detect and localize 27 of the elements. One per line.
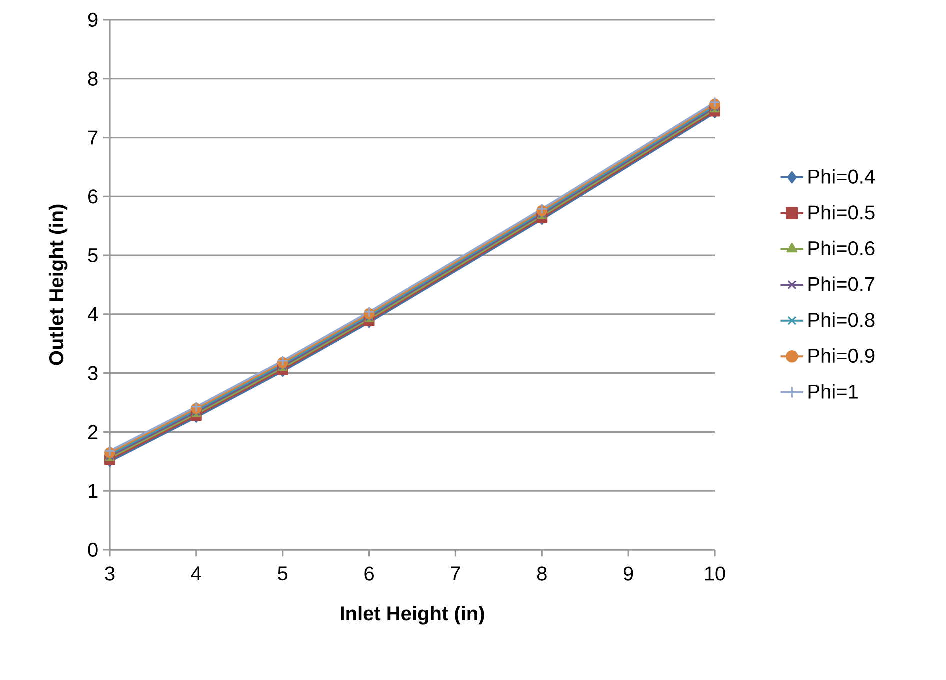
legend-label: Phi=0.5	[808, 205, 875, 220]
y-tick-label: 8	[88, 72, 98, 86]
legend-label: Phi=0.9	[808, 348, 875, 364]
x-tick-label: 9	[624, 566, 634, 581]
x-tick-label: 6	[364, 566, 374, 581]
x-tick-label: 4	[191, 566, 202, 580]
y-tick-label: 0	[88, 542, 98, 558]
x-tick-label: 10	[705, 566, 726, 581]
y-tick-label: 2	[88, 425, 98, 440]
x-tick-label: 3	[105, 566, 115, 581]
x-tick-label: 5	[278, 566, 288, 581]
y-axis-title: Outlet Height (in)	[48, 204, 68, 366]
y-tick-label: 7	[88, 130, 98, 145]
y-tick-label: 9	[88, 12, 98, 28]
y-tick-label: 1	[89, 484, 98, 498]
y-tick-label: 6	[88, 190, 98, 204]
x-tick-label: 8	[537, 566, 547, 581]
legend-label: Phi=0.4	[808, 169, 875, 184]
x-axis-title: Inlet Height (in)	[341, 606, 484, 625]
legend-label: Phi=1	[808, 384, 858, 399]
y-tick-label: 4	[88, 308, 98, 322]
legend-label: Phi=0.7	[808, 276, 875, 292]
legend-label: Phi=0.8	[808, 312, 875, 328]
legend-label: Phi=0.6	[808, 240, 875, 256]
y-tick-label: 5	[88, 248, 98, 263]
y-tick-label: 3	[88, 366, 98, 380]
x-tick-label: 7	[451, 566, 460, 580]
